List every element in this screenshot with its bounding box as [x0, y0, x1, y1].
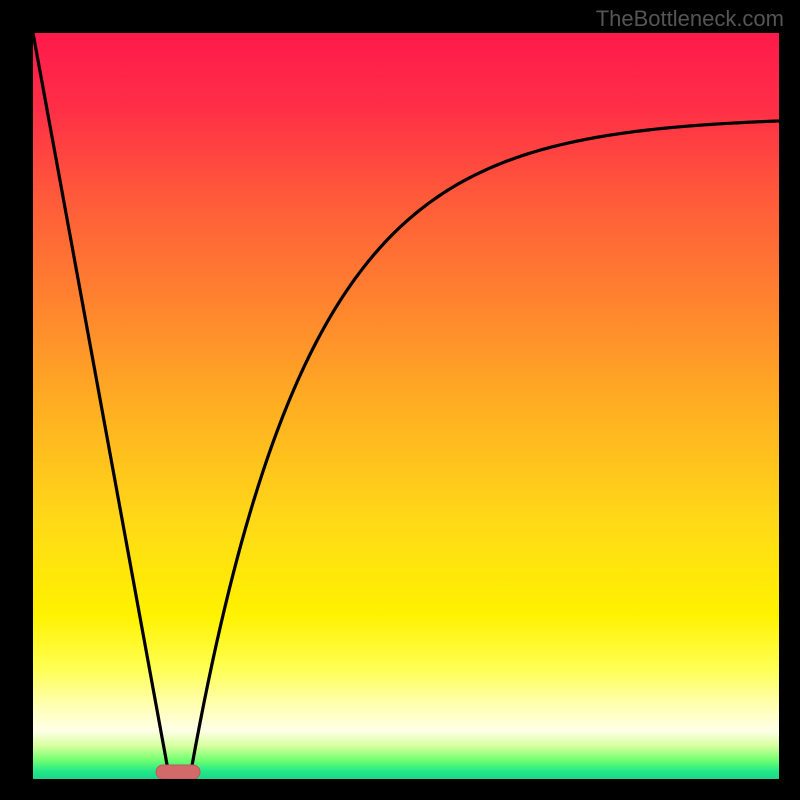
- plot-background: [33, 33, 779, 779]
- watermark-text: TheBottleneck.com: [596, 6, 784, 32]
- bottleneck-chart: [0, 0, 800, 800]
- marker-layer: [156, 765, 200, 779]
